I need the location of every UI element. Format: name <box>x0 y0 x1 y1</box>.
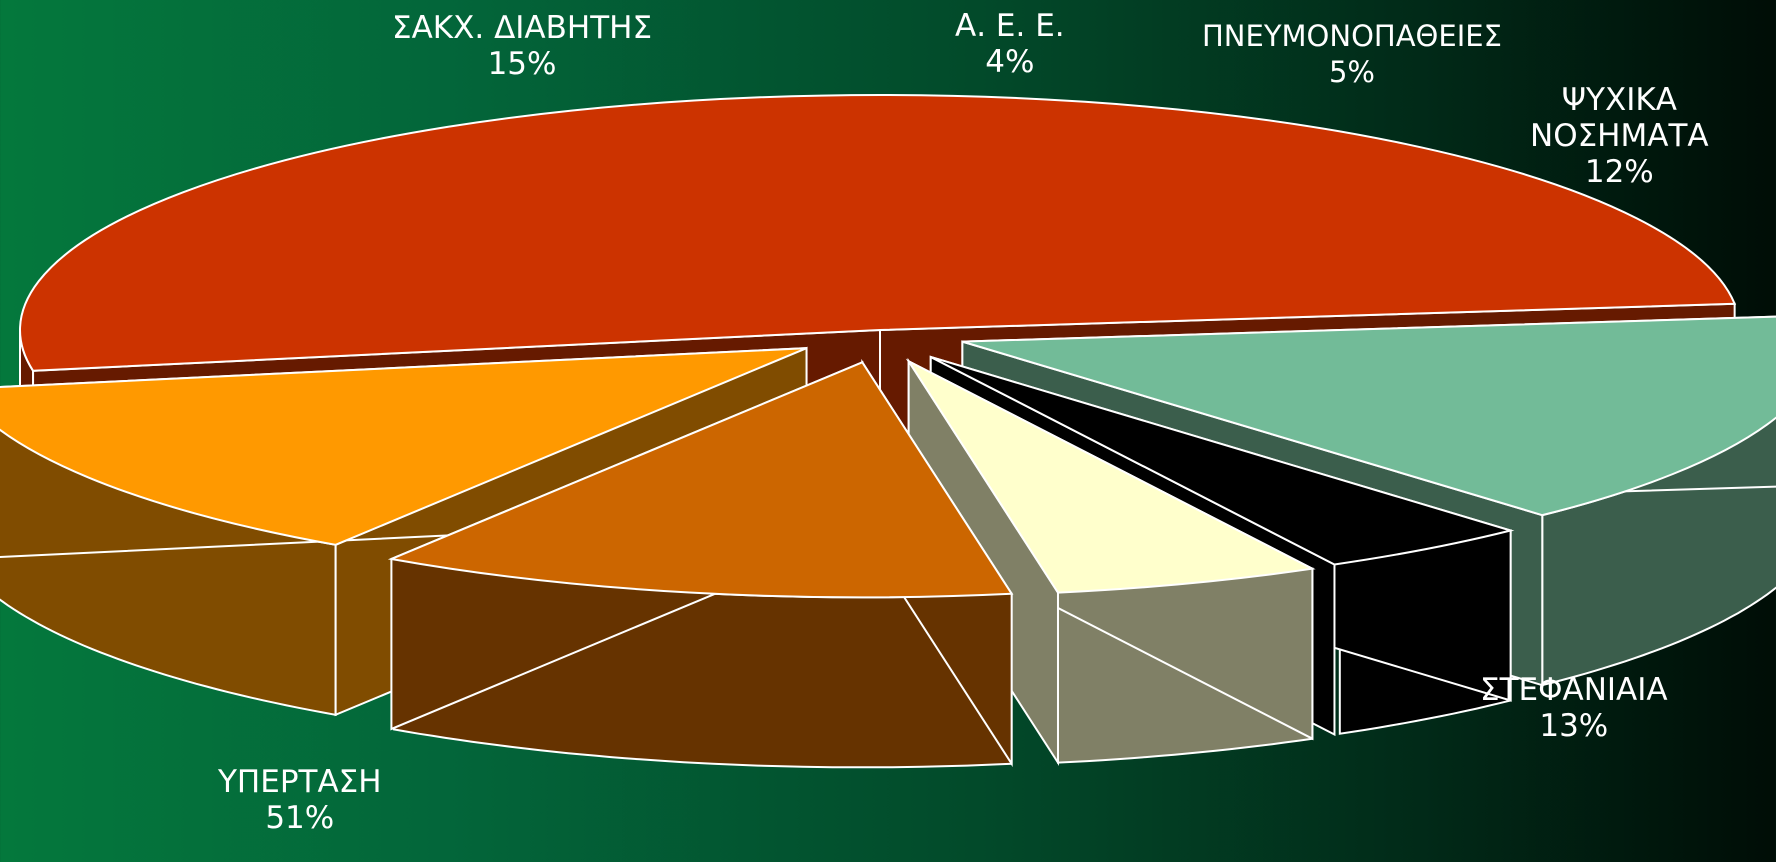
slice-label-lung-disease: ΠΝΕΥΜΟΝΟΠΑΘΕΙΕΣ 5% <box>1202 18 1502 90</box>
slice-3 <box>905 358 1316 594</box>
slice-value-text: 13% <box>1539 708 1609 744</box>
slice-label-coronary: ΣΤΕΦΑΝΙΑΙΑ 13% <box>1480 672 1668 744</box>
slice-label-mental-illness: ΨΥΧΙΚΑ ΝΟΣΗΜΑΤΑ 12% <box>1530 82 1709 190</box>
slice-label-text: Α. Ε. Ε. <box>955 8 1065 44</box>
slice-label-text: ΠΝΕΥΜΟΝΟΠΑΘΕΙΕΣ <box>1202 19 1502 53</box>
slice-label-diabetes: ΣΑΚΧ. ΔΙΑΒΗΤΗΣ 15% <box>392 10 652 82</box>
slice-value-text: 12% <box>1584 154 1654 190</box>
slice-label-text: ΨΥΧΙΚΑ <box>1561 82 1677 118</box>
slice-value-text: 15% <box>487 46 557 82</box>
slice-1 <box>962 315 1776 517</box>
slice-5 <box>0 347 807 546</box>
slice-label-text: ΣΑΚΧ. ΔΙΑΒΗΤΗΣ <box>392 10 653 46</box>
slice-value-text: 5% <box>1328 55 1375 89</box>
slice-0 <box>19 94 1737 372</box>
slice-label-hypertension: ΥΠΕΡΤΑΣΗ 51% <box>218 764 382 836</box>
slice-label-stroke: Α. Ε. Ε. 4% <box>955 8 1065 80</box>
pie-tops <box>0 94 1776 599</box>
slice-value-text: 51% <box>265 800 335 836</box>
slice-label-text: ΣΤΕΦΑΝΙΑΙΑ <box>1480 672 1668 708</box>
slice-2 <box>930 356 1515 566</box>
slice-label-text: ΝΟΣΗΜΑΤΑ <box>1530 118 1709 154</box>
slice-label-text: ΥΠΕΡΤΑΣΗ <box>218 764 382 800</box>
slice-4 <box>387 361 1014 599</box>
slice-value-text: 4% <box>985 44 1035 80</box>
